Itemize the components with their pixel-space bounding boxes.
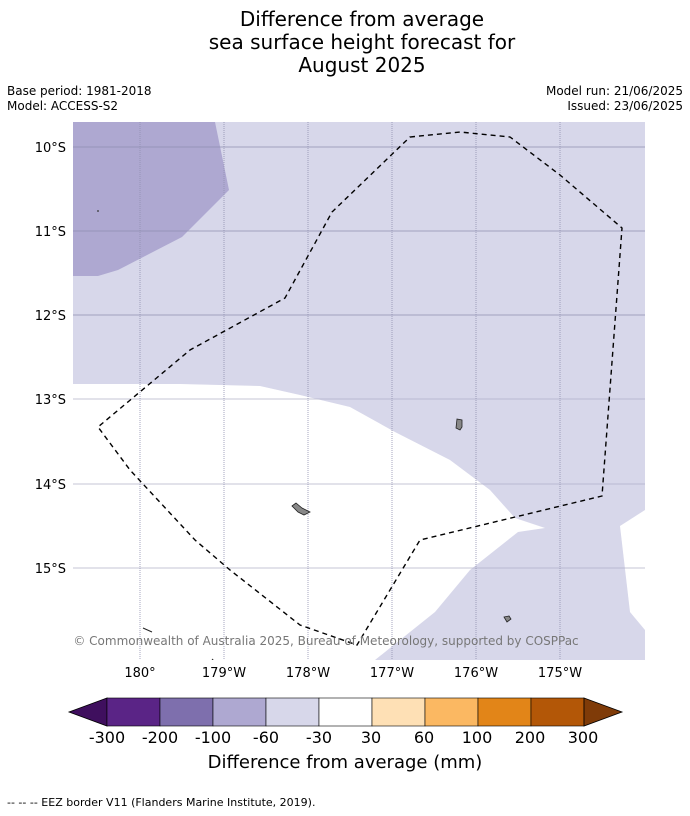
meta-right: Model run: 21/06/2025 Issued: 23/06/2025	[546, 84, 683, 114]
colorbar	[67, 697, 624, 727]
colorbar-extend-low	[67, 697, 108, 727]
lat-label: 13°S	[35, 393, 66, 408]
lon-label: 175°W	[538, 666, 582, 681]
lat-label: 15°S	[35, 562, 66, 577]
colorbar-segment	[477, 697, 532, 727]
colorbar-segment	[265, 697, 320, 727]
base-period: Base period: 1981-2018	[7, 84, 152, 98]
colorbar-segment	[106, 697, 161, 727]
colorbar-label: 100	[461, 728, 493, 747]
island-sliver	[142, 627, 153, 633]
lat-label: 11°S	[35, 225, 66, 240]
lon-label: 180°	[124, 666, 155, 681]
lon-label: 177°W	[370, 666, 414, 681]
colorbar-segment	[530, 697, 585, 727]
colorbar-segment	[424, 697, 479, 727]
colorbar-segment	[371, 697, 426, 727]
colorbar-segment	[159, 697, 214, 727]
lon-label: 179°W	[202, 666, 246, 681]
island-south	[503, 615, 512, 623]
colorbar-label: -200	[141, 728, 179, 747]
chart-title: Difference from average sea surface heig…	[0, 8, 690, 77]
lat-label: 10°S	[35, 141, 66, 156]
title-line-3: August 2025	[298, 53, 426, 77]
island-tokelau-east	[455, 418, 463, 431]
colorbar-segment	[318, 697, 373, 727]
colorbar-label: 60	[413, 728, 435, 747]
issued-date: Issued: 23/06/2025	[567, 99, 683, 113]
model-run: Model run: 21/06/2025	[545, 84, 683, 98]
colorbar-label: 300	[567, 728, 599, 747]
lon-label: 176°W	[454, 666, 498, 681]
anomaly-region-neutral-east	[620, 510, 645, 630]
title-line-2: sea surface height forecast for	[208, 30, 516, 54]
lon-labels: 180° 179°W 178°W 177°W 176°W 175°W	[124, 666, 582, 681]
lat-labels: 10°S 11°S 12°S 13°S 14°S 15°S	[35, 141, 66, 577]
colorbar-label: -300	[88, 728, 126, 747]
island-sliver-2	[211, 658, 214, 660]
anomaly-region-neutral	[73, 384, 545, 660]
graticule	[73, 122, 645, 660]
colorbar-label: 200	[514, 728, 546, 747]
meta-left: Base period: 1981-2018 Model: ACCESS-S2	[7, 84, 152, 114]
island-dot	[97, 210, 99, 212]
lat-label: 14°S	[35, 478, 66, 493]
eez-border	[97, 131, 623, 646]
colorbar-label: -100	[194, 728, 232, 747]
model-name: Model: ACCESS-S2	[7, 99, 119, 113]
colorbar-label: -60	[252, 728, 280, 747]
colorbar-label: -30	[305, 728, 333, 747]
title-line-1: Difference from average	[239, 7, 485, 31]
island-tokelau-west	[291, 502, 311, 516]
colorbar-label: 30	[360, 728, 382, 747]
lat-label: 12°S	[35, 309, 66, 324]
map-area	[73, 122, 645, 660]
anomaly-region-medium	[73, 122, 229, 276]
colorbar-title: Difference from average (mm)	[207, 752, 483, 773]
footer-note: -- -- -- EEZ border V11 (Flanders Marine…	[7, 796, 316, 809]
colorbar-segment	[212, 697, 267, 727]
lon-label: 178°W	[286, 666, 330, 681]
colorbar-extend-high	[583, 697, 624, 727]
map-copyright: © Commonwealth of Australia 2025, Bureau…	[73, 634, 578, 648]
